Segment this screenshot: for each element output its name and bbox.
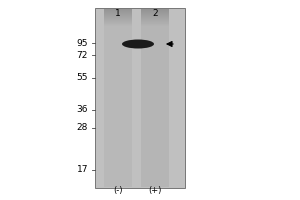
Bar	[104, 25, 132, 26]
Bar	[141, 11, 169, 12]
Bar	[104, 12, 132, 13]
Bar	[104, 15, 132, 16]
Text: (+): (+)	[148, 186, 162, 194]
Bar	[141, 16, 169, 17]
Text: 17: 17	[76, 166, 88, 174]
Text: 36: 36	[76, 106, 88, 114]
Bar	[104, 22, 132, 23]
Bar	[141, 20, 169, 21]
Bar	[104, 20, 132, 21]
Bar	[141, 9, 169, 187]
Bar	[141, 23, 169, 24]
Ellipse shape	[122, 40, 154, 48]
Bar	[104, 17, 132, 18]
Bar	[104, 9, 132, 187]
Bar	[141, 14, 169, 15]
Text: (-): (-)	[113, 186, 123, 194]
Text: 95: 95	[76, 38, 88, 47]
Bar	[141, 26, 169, 27]
Bar	[141, 19, 169, 20]
Bar	[104, 9, 132, 10]
Text: 28: 28	[76, 123, 88, 132]
Bar	[141, 18, 169, 19]
Bar	[104, 10, 132, 11]
Bar	[141, 9, 169, 10]
Bar	[104, 13, 132, 14]
Bar	[104, 21, 132, 22]
Bar	[141, 13, 169, 14]
Bar	[141, 24, 169, 25]
Bar	[141, 12, 169, 13]
Text: 2: 2	[152, 9, 158, 19]
Bar	[141, 22, 169, 23]
Bar	[104, 16, 132, 17]
Bar	[141, 10, 169, 11]
Bar	[95, 8, 185, 188]
Bar	[104, 26, 132, 27]
Bar	[104, 24, 132, 25]
Bar	[104, 18, 132, 19]
Bar	[141, 25, 169, 26]
Bar	[141, 17, 169, 18]
Text: 55: 55	[76, 73, 88, 82]
Bar	[104, 19, 132, 20]
Text: 72: 72	[76, 50, 88, 60]
Text: 1: 1	[115, 9, 121, 19]
Bar	[104, 11, 132, 12]
Bar	[141, 21, 169, 22]
Bar	[104, 23, 132, 24]
Bar	[104, 14, 132, 15]
Bar	[141, 15, 169, 16]
